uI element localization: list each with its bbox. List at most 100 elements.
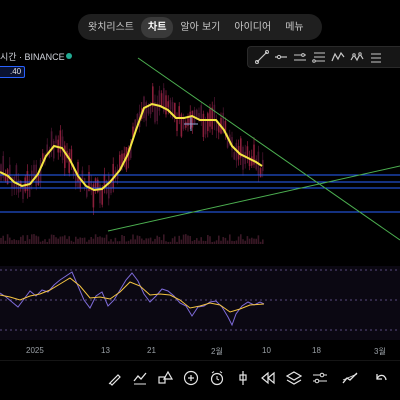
candle-body: [255, 158, 257, 170]
candle-body: [48, 149, 51, 158]
pattern-icon[interactable]: [347, 47, 366, 67]
oscillator-pane: [0, 266, 400, 340]
volume-bar: [189, 236, 191, 244]
symbol-label[interactable]: 시간 · BINANCE: [0, 52, 65, 62]
candle-body: [9, 164, 11, 179]
time-axis[interactable]: 2025 13 21 2월 10 18 3월: [0, 340, 400, 360]
candle-body: [202, 113, 205, 138]
indicators-icon[interactable]: [129, 367, 151, 389]
volume-bar: [141, 238, 143, 244]
volume-bar: [119, 241, 121, 244]
moving-average-line[interactable]: [0, 102, 263, 192]
candle-body: [86, 188, 88, 197]
tab-ideas[interactable]: 아이디어: [234, 21, 272, 33]
settings-sliders-icon[interactable]: [309, 367, 331, 389]
candle-body: [224, 120, 227, 133]
price-badge: .40: [0, 66, 26, 78]
candle-body: [165, 95, 167, 115]
volume-bar: [246, 236, 249, 244]
candle-body: [101, 187, 103, 205]
volume-bar: [165, 241, 167, 244]
candle-body: [174, 102, 176, 118]
tab-chart[interactable]: 차트: [141, 16, 174, 38]
volume-bar: [4, 240, 7, 244]
candle-body: [46, 144, 48, 156]
volume-bar: [253, 238, 255, 244]
candle-body: [97, 179, 99, 193]
volume-bar: [240, 234, 242, 244]
volume-bar: [57, 238, 59, 244]
tab-watchlist[interactable]: 왓치리스트: [88, 21, 134, 33]
volume-bar: [222, 237, 224, 244]
candle-body: [240, 138, 242, 158]
candle-body: [99, 184, 101, 204]
volume-bar: [242, 239, 244, 244]
oscillator-signal-line[interactable]: [0, 277, 265, 313]
volume-bar: [110, 239, 112, 244]
candle-body: [50, 131, 53, 151]
volume-bar: [160, 240, 163, 244]
trend-icon[interactable]: [339, 367, 361, 389]
candle-body: [167, 101, 169, 108]
more-tools-icon[interactable]: [366, 47, 385, 67]
volume-bar: [116, 241, 119, 244]
candles-layer: [0, 82, 264, 215]
volume-bar: [13, 239, 15, 244]
volume-bar: [6, 234, 9, 244]
volume-bar: [112, 241, 114, 244]
candle-body: [196, 109, 198, 119]
fib-retracement-icon[interactable]: [309, 47, 328, 67]
volume-bar: [88, 239, 90, 244]
shapes-icon[interactable]: [154, 367, 176, 389]
descending-trendline[interactable]: [137, 57, 400, 241]
trend-line-icon[interactable]: [252, 47, 271, 67]
volume-bar: [72, 241, 75, 244]
volume-bar: [28, 239, 31, 244]
price-chart[interactable]: [0, 44, 400, 340]
volume-bar: [176, 241, 178, 244]
replay-pin-icon[interactable]: [232, 367, 254, 389]
volume-bar: [50, 234, 53, 244]
oscillator-line[interactable]: [0, 271, 265, 327]
candle-body: [253, 144, 255, 165]
candle-body: [53, 140, 55, 159]
candle-body: [187, 116, 189, 127]
volume-bar: [257, 235, 260, 244]
volume-bar: [59, 236, 62, 244]
candle-body: [160, 93, 163, 108]
ascending-trendline[interactable]: [107, 165, 400, 232]
candle-body: [123, 153, 125, 160]
candle-body: [92, 184, 95, 208]
parallel-channel-icon[interactable]: [290, 47, 309, 67]
volume-bar: [33, 234, 35, 244]
candle-body: [211, 107, 213, 130]
volume-bar: [209, 236, 211, 244]
pitchfork-icon[interactable]: [328, 47, 347, 67]
volume-bar: [68, 236, 70, 244]
volume-bar: [44, 239, 46, 244]
undo-icon[interactable]: [370, 367, 392, 389]
candle-body: [42, 153, 44, 160]
alert-clock-icon[interactable]: [206, 367, 228, 389]
volume-bar: [211, 241, 213, 244]
volume-bar: [149, 237, 152, 244]
volume-bar: [92, 238, 95, 244]
candle-body: [15, 165, 18, 188]
volume-bar: [185, 234, 187, 244]
volume-bar: [251, 237, 253, 244]
tab-explore[interactable]: 알아 보기: [180, 21, 221, 33]
rewind-icon[interactable]: [257, 367, 279, 389]
volume-bar: [147, 238, 150, 244]
candle-body: [178, 106, 180, 119]
candle-body: [152, 86, 154, 107]
add-icon[interactable]: [180, 367, 202, 389]
candle-body: [154, 102, 156, 123]
brush-icon[interactable]: [104, 367, 126, 389]
candle-body: [77, 162, 79, 182]
horizontal-ray-icon[interactable]: [271, 47, 290, 67]
candle-body: [158, 90, 161, 111]
candle-body: [110, 180, 112, 194]
tab-menu[interactable]: 메뉴: [285, 21, 304, 33]
candle-body: [182, 116, 185, 129]
layers-icon[interactable]: [283, 367, 305, 389]
